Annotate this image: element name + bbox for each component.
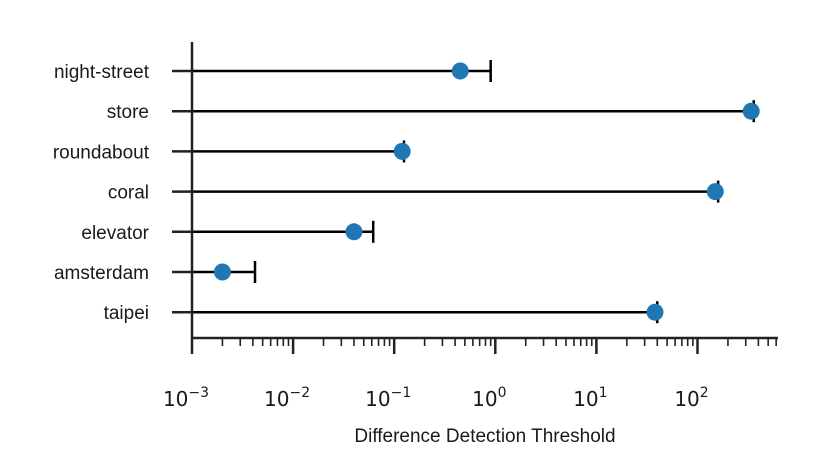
y-tick-label-store: store bbox=[107, 102, 149, 123]
x-axis: 10−3 10−2 10−1 100 101 102 bbox=[163, 336, 778, 411]
x-tick-label: 10−1 bbox=[365, 385, 411, 411]
data-points-layer bbox=[213, 62, 760, 321]
data-point-coral bbox=[706, 183, 724, 201]
y-tick-label-elevator: elevator bbox=[81, 223, 149, 244]
data-point-night-street bbox=[451, 62, 469, 80]
y-tick-label-coral: coral bbox=[108, 183, 149, 204]
x-tick-label: 101 bbox=[573, 385, 607, 411]
data-point-store bbox=[742, 102, 760, 120]
data-point-roundabout bbox=[393, 142, 411, 160]
x-tick-label: 10−3 bbox=[163, 385, 209, 411]
range-lines-layer bbox=[192, 69, 752, 314]
data-point-taipei bbox=[646, 303, 664, 321]
data-point-amsterdam bbox=[213, 263, 231, 281]
y-tick-label-amsterdam: amsterdam bbox=[54, 263, 149, 284]
y-tick-label-roundabout: roundabout bbox=[53, 142, 150, 163]
x-tick-label: 10−2 bbox=[264, 385, 310, 411]
x-tick-label: 100 bbox=[472, 385, 506, 411]
y-tick-label-taipei: taipei bbox=[104, 303, 149, 324]
x-axis-title: Difference Detection Threshold bbox=[354, 426, 615, 447]
y-tick-label-night-street: night-street bbox=[54, 62, 150, 83]
data-point-elevator bbox=[345, 223, 363, 241]
x-tick-label: 102 bbox=[674, 385, 708, 411]
y-axis: night-street store roundabout coral elevator… bbox=[53, 42, 194, 338]
